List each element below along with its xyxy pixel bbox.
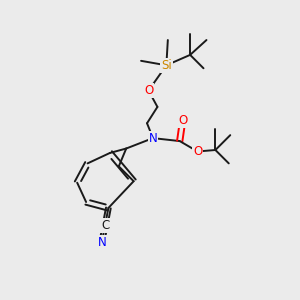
Text: Si: Si bbox=[161, 59, 172, 72]
Text: N: N bbox=[148, 132, 157, 145]
Text: N: N bbox=[98, 236, 106, 249]
Text: C: C bbox=[101, 219, 110, 232]
Text: O: O bbox=[144, 84, 153, 97]
Text: O: O bbox=[178, 114, 187, 127]
Text: O: O bbox=[193, 145, 202, 158]
